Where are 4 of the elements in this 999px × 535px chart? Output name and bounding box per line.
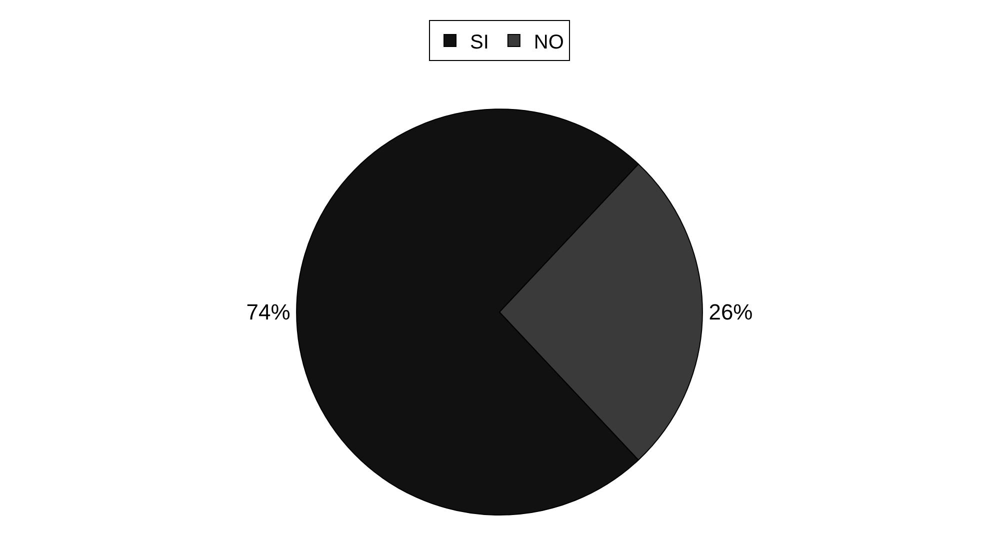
legend-label: SI: [470, 31, 489, 54]
data-label: 26%: [708, 300, 753, 325]
legend-label: NO: [534, 31, 564, 54]
data-label: 74%: [246, 300, 290, 325]
